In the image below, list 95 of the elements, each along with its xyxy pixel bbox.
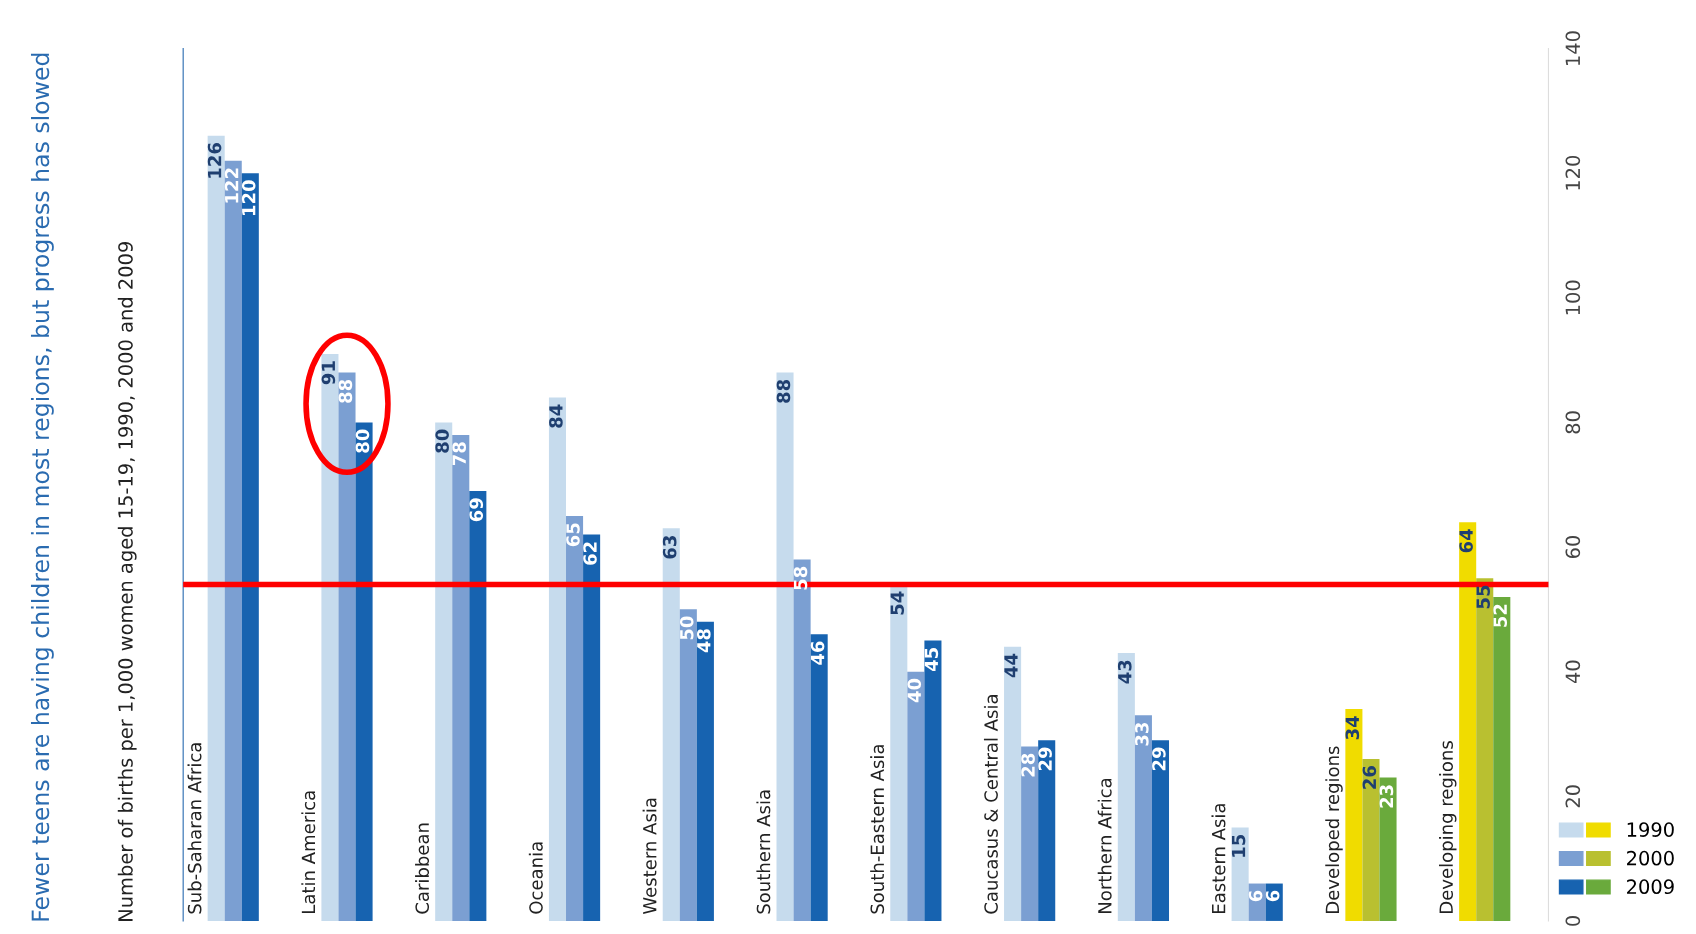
bar — [452, 434, 470, 921]
data-label: 52 — [1493, 604, 1508, 627]
bar — [890, 584, 908, 921]
x-tick-label: Caucasus & Central Asia — [983, 695, 998, 914]
data-label: 54 — [890, 591, 905, 615]
bar — [810, 634, 828, 921]
y-tick-label: 140 — [1565, 31, 1581, 65]
bar — [1493, 596, 1511, 921]
bar — [1151, 740, 1170, 921]
data-label: 45 — [924, 648, 939, 672]
bar — [469, 490, 487, 921]
data-label: 29 — [1152, 747, 1166, 771]
data-label: 15 — [1231, 834, 1246, 857]
bar — [435, 422, 453, 921]
x-tick-label: Developed regions — [1325, 746, 1343, 913]
data-label: 44 — [1004, 653, 1018, 678]
bar — [1362, 758, 1380, 921]
data-label: 65 — [566, 523, 580, 547]
data-label: 84 — [549, 404, 563, 428]
data-label: 80 — [355, 429, 370, 453]
bar — [1476, 578, 1494, 921]
data-label: 58 — [793, 566, 808, 590]
bar — [776, 372, 794, 921]
legend-label: 2009 — [1627, 879, 1674, 895]
bar — [241, 173, 259, 921]
y-tick-label: 40 — [1565, 660, 1581, 684]
data-label: 63 — [662, 536, 677, 559]
bar — [1004, 646, 1022, 921]
y-tick-label: 0 — [1565, 916, 1581, 926]
y-tick-label: 120 — [1565, 155, 1581, 190]
data-label: 62 — [583, 542, 597, 565]
bar — [338, 372, 356, 921]
data-label: 88 — [338, 379, 353, 403]
text: Fewer teens are having children in most regions, but progress has slowed — [30, 53, 54, 921]
bar — [224, 160, 242, 921]
bar — [1231, 827, 1249, 921]
data-label: 88 — [776, 379, 791, 403]
text: Number of births per 1,000 women aged 15-19, 1990, 2000 and 2009 — [117, 242, 137, 921]
bar — [207, 135, 225, 921]
bar — [1345, 709, 1363, 921]
bar — [793, 559, 811, 921]
data-label: 69 — [469, 498, 484, 522]
data-label: 46 — [810, 641, 825, 665]
data-label: 64 — [1459, 529, 1473, 553]
y-tick-label: 80 — [1565, 411, 1581, 434]
data-label: 23 — [1379, 785, 1394, 808]
bar — [907, 671, 925, 921]
x-tick-label: Developing regions — [1439, 741, 1457, 913]
data-label: 43 — [1117, 660, 1132, 684]
data-label: 34 — [1345, 716, 1360, 740]
data-label: 120 — [241, 180, 256, 216]
bar — [662, 528, 680, 921]
data-label: 6 — [1248, 890, 1263, 902]
bar — [321, 353, 339, 921]
x-tick-label: Western Asia — [642, 798, 657, 915]
bar — [924, 640, 942, 921]
bar — [1117, 652, 1135, 921]
x-tick-label: Oceania — [528, 842, 543, 914]
bar — [1021, 746, 1039, 921]
legend-label: 2000 — [1627, 850, 1674, 866]
bar — [696, 621, 714, 921]
data-label: 26 — [1362, 766, 1377, 789]
x-tick-label: Sub-Saharan Africa — [187, 743, 202, 914]
data-label: 33 — [1135, 722, 1149, 746]
data-label: 122 — [224, 168, 239, 203]
data-label: 80 — [435, 429, 449, 453]
bar — [548, 397, 567, 921]
x-tick-label: South-Eastern Asia — [870, 745, 885, 914]
data-label: 6 — [1265, 890, 1280, 902]
x-tick-label: Latin America — [301, 791, 316, 913]
y-tick-label: 60 — [1565, 535, 1581, 559]
data-label: 29 — [1038, 747, 1052, 771]
data-label: 91 — [321, 361, 336, 385]
data-label: 50 — [679, 616, 694, 640]
bar — [566, 515, 584, 921]
data-label: 78 — [452, 442, 467, 466]
legend-label: 1990 — [1627, 822, 1674, 837]
bar — [355, 422, 373, 921]
data-label: 126 — [207, 143, 222, 178]
bar — [679, 609, 697, 921]
data-label: 40 — [907, 678, 922, 703]
x-tick-label: Southern Asia — [756, 790, 771, 914]
data-label: 55 — [1476, 585, 1490, 609]
bar — [1038, 740, 1056, 921]
y-tick-label: 100 — [1565, 280, 1581, 315]
y-tick-label: 20 — [1565, 785, 1581, 808]
x-tick-label: Eastern Asia — [1211, 804, 1226, 913]
bar — [1379, 777, 1397, 921]
data-label: 48 — [696, 629, 711, 653]
data-label: 28 — [1021, 753, 1035, 777]
bar — [1459, 522, 1477, 921]
x-tick-label: Caribbean — [415, 823, 430, 914]
x-tick-label: Northern Africa — [1097, 778, 1112, 913]
bar — [583, 534, 601, 921]
bar — [1134, 715, 1152, 921]
